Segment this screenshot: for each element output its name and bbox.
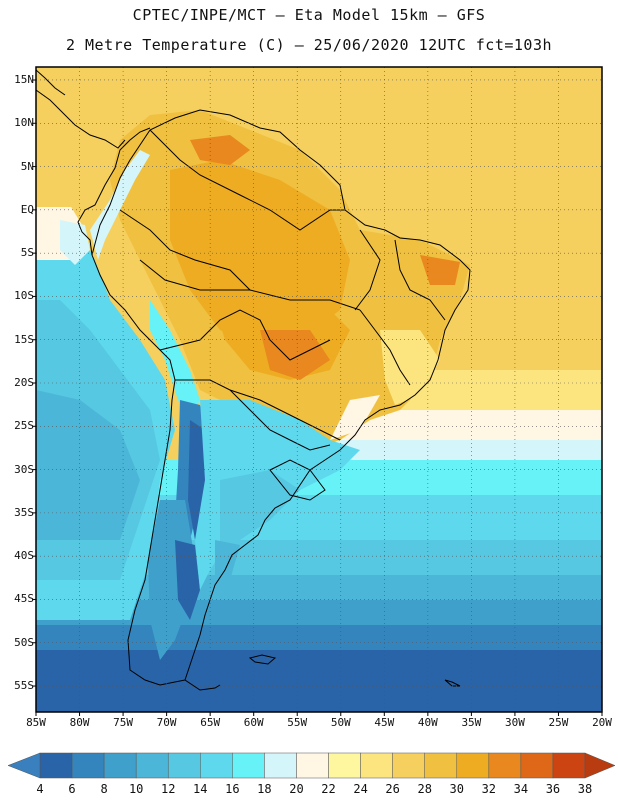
lon-label: 20W — [592, 716, 612, 729]
colorbar-swatch — [520, 752, 554, 779]
lon-label: 80W — [69, 716, 90, 729]
lat-label: 35S — [14, 505, 34, 519]
lat-label: 15N — [14, 72, 34, 86]
colorbar-swatch — [552, 752, 586, 779]
colorbar-label: 28 — [417, 782, 432, 796]
colorbar-swatch — [328, 752, 361, 779]
colorbar-label: 30 — [449, 782, 464, 796]
colorbar-swatch — [488, 752, 522, 779]
colorbar-label: 36 — [545, 782, 561, 796]
lon-label: 55W — [287, 716, 308, 729]
colorbar-label: 16 — [225, 782, 240, 796]
lon-label: 70W — [156, 716, 177, 729]
colorbar-label: 14 — [193, 782, 208, 796]
colorbar-label: 32 — [481, 782, 497, 796]
colorbar-swatch — [103, 752, 137, 779]
lon-label: 45W — [374, 716, 395, 729]
colorbar-swatch — [296, 752, 329, 779]
lat-label: 15S — [14, 332, 34, 346]
lat-label: 50S — [14, 635, 34, 649]
map-title: CPTEC/INPE/MCT – Eta Model 15km – GFS — [132, 6, 486, 24]
lat-label: 25S — [14, 419, 34, 433]
lon-label: 30W — [504, 716, 525, 729]
lat-label: EQ — [20, 202, 34, 216]
lon-label: 60W — [243, 716, 264, 729]
colorbar-label: 24 — [353, 782, 368, 796]
lon-label: 25W — [548, 716, 569, 729]
colorbar-swatch — [200, 752, 233, 779]
colorbar-label: 18 — [257, 782, 272, 796]
lat-label: 20S — [14, 376, 34, 389]
colorbar-swatch — [392, 752, 425, 779]
colorbar-label: 20 — [289, 782, 304, 796]
colorbar-swatch — [456, 752, 490, 779]
map-frame — [35, 66, 603, 713]
colorbar-swatch — [264, 752, 297, 779]
colorbar-swatch — [424, 752, 458, 779]
colorbar-label: 38 — [577, 782, 593, 796]
lat-label: 10N — [14, 116, 34, 130]
colorbar-arrow-low — [7, 752, 41, 779]
lat-label: 55S — [14, 679, 34, 693]
lat-label: 10S — [14, 289, 34, 303]
lat-label: 5S — [20, 246, 34, 260]
colorbar-label: 12 — [161, 782, 176, 796]
map-subtitle: 2 Metre Temperature (C) – 25/06/2020 12U… — [65, 36, 553, 54]
lat-label: 5N — [20, 159, 34, 173]
colorbar-label: 34 — [513, 782, 529, 796]
lon-label: 40W — [417, 716, 438, 729]
lon-label: 75W — [113, 716, 133, 729]
temperature-field — [36, 67, 602, 712]
coastlines — [36, 69, 471, 691]
lon-label: 65W — [200, 716, 221, 729]
colorbar-label: 10 — [128, 782, 144, 796]
colorbar-arrow-high — [584, 752, 616, 779]
lat-label: 45S — [14, 592, 34, 606]
lon-label: 50W — [330, 716, 351, 729]
colorbar-label: 22 — [321, 782, 336, 796]
colorbar-label: 4 — [36, 782, 44, 796]
colorbar-swatch — [135, 752, 169, 779]
colorbar — [7, 752, 616, 779]
colorbar-swatch — [39, 752, 73, 779]
colorbar-label: 26 — [385, 782, 400, 796]
colorbar-label: 6 — [68, 782, 76, 796]
colorbar-swatch — [232, 752, 265, 779]
colorbar-swatch — [167, 752, 201, 779]
lon-label: 85W — [26, 716, 46, 729]
lat-label: 40S — [14, 549, 34, 563]
colorbar-swatch — [71, 752, 105, 779]
colorbar-swatch — [360, 752, 393, 779]
lon-label: 35W — [461, 716, 482, 729]
lat-label: 30S — [14, 462, 34, 476]
colorbar-label: 8 — [100, 782, 108, 796]
